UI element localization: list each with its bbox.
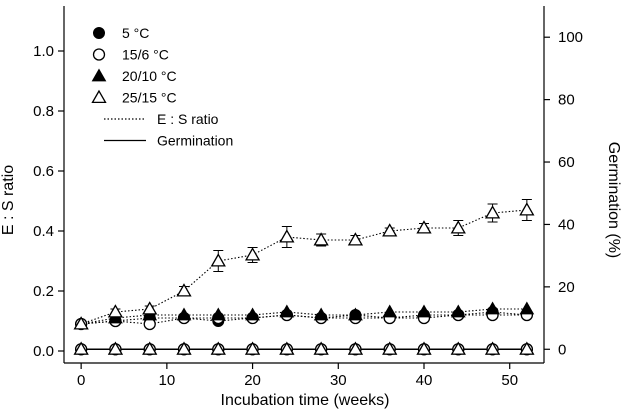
series-2-point-48 bbox=[485, 301, 500, 315]
series-7-point-4 bbox=[107, 341, 124, 355]
legend-label-3: 25/15 °C bbox=[122, 90, 177, 106]
y2-axis-label: Germination (%) bbox=[605, 142, 622, 258]
x-tick-label: 50 bbox=[501, 372, 518, 389]
series-3-point-40 bbox=[416, 220, 432, 234]
series-7-point-28 bbox=[313, 341, 329, 355]
legend-label-5: Germination bbox=[157, 133, 233, 149]
y2-tick-label: 20 bbox=[558, 279, 575, 296]
y-axis-label: E : S ratio bbox=[0, 165, 17, 235]
y2-tick-label: 0 bbox=[558, 341, 566, 358]
chart-axes: 0 10 20 30 40 50 0.0 0.2 0.4 0.6 0.8 1.0 0 20 40 60 80 10… bbox=[33, 6, 583, 389]
series-7-point-0 bbox=[73, 341, 89, 355]
chart-marks bbox=[73, 199, 535, 356]
series-7-point-52 bbox=[519, 341, 535, 355]
y2-tick-label: 60 bbox=[558, 154, 575, 171]
series-3-point-8 bbox=[142, 301, 158, 315]
series-2-point-20 bbox=[245, 307, 260, 321]
series-3-point-52 bbox=[519, 202, 535, 216]
x-axis-label: Incubation time (weeks) bbox=[221, 392, 390, 409]
series-7-point-8 bbox=[142, 341, 158, 355]
legend-marker-2 bbox=[91, 68, 107, 82]
y-tick-label: 0.8 bbox=[33, 103, 54, 120]
legend-marker-0 bbox=[93, 27, 105, 39]
x-tick-label: 30 bbox=[330, 372, 347, 389]
legend-marker-3 bbox=[91, 89, 107, 104]
x-tick-label: 10 bbox=[159, 372, 176, 389]
series-2-point-16 bbox=[210, 307, 226, 321]
series-3-point-24 bbox=[279, 229, 295, 243]
legend: 5 °C 15/6 °C 20/10 °C 25/15 °C E : S ratio Ge… bbox=[91, 25, 233, 149]
series-7-point-40 bbox=[416, 341, 432, 355]
legend-label-2: 20/10 °C bbox=[122, 68, 177, 84]
series-3-point-16 bbox=[210, 253, 226, 267]
series-3-point-0 bbox=[73, 316, 89, 330]
legend-label-1: 15/6 °C bbox=[122, 47, 169, 63]
y2-tick-label: 100 bbox=[558, 29, 583, 46]
series-2-point-52 bbox=[519, 301, 535, 315]
series-2-point-32 bbox=[348, 307, 363, 321]
series-3-point-48 bbox=[484, 205, 501, 219]
series-7-point-32 bbox=[347, 341, 364, 355]
series-7-point-16 bbox=[210, 341, 226, 355]
series-2-point-36 bbox=[382, 304, 398, 318]
series-3-point-28 bbox=[313, 232, 329, 246]
series-7-point-24 bbox=[279, 341, 295, 355]
y2-tick-label: 80 bbox=[558, 92, 575, 109]
x-tick-label: 0 bbox=[77, 372, 85, 389]
series-3-point-4 bbox=[107, 304, 124, 318]
legend-label-4: E : S ratio bbox=[157, 111, 219, 127]
x-tick-label: 40 bbox=[416, 372, 433, 389]
series-3-point-44 bbox=[450, 220, 466, 234]
y-tick-label: 0.0 bbox=[33, 343, 54, 360]
series-7-point-20 bbox=[244, 341, 261, 355]
series-2-point-12 bbox=[176, 307, 192, 321]
series-7-point-44 bbox=[450, 341, 466, 355]
series-2-dotted-line bbox=[81, 308, 527, 325]
y-tick-label: 0.4 bbox=[33, 223, 54, 240]
y-tick-label: 0.2 bbox=[33, 283, 54, 300]
series-3-point-32 bbox=[347, 232, 364, 246]
series-7-point-48 bbox=[484, 341, 501, 355]
series-2-point-24 bbox=[279, 304, 295, 318]
legend-label-0: 5 °C bbox=[122, 25, 149, 41]
series-3-point-20 bbox=[244, 247, 261, 261]
series-2-point-28 bbox=[313, 307, 329, 321]
series-2-point-44 bbox=[450, 304, 466, 318]
y-tick-label: 1.0 bbox=[33, 43, 54, 60]
series-7-point-12 bbox=[176, 341, 192, 355]
legend-marker-1 bbox=[92, 48, 106, 61]
y2-tick-label: 40 bbox=[558, 216, 575, 233]
y-tick-label: 0.6 bbox=[33, 163, 54, 180]
series-3-point-36 bbox=[382, 223, 398, 237]
series-7-point-36 bbox=[382, 341, 398, 355]
series-3-point-12 bbox=[176, 283, 192, 297]
series-2-point-40 bbox=[416, 304, 432, 318]
x-tick-label: 20 bbox=[244, 372, 261, 389]
series-3-dotted-line bbox=[80, 209, 527, 325]
